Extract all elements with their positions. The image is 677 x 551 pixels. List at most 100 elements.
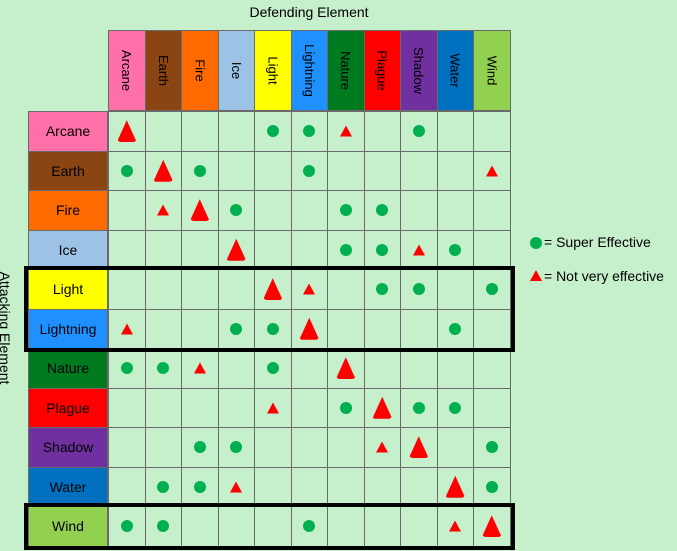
cell-plague-vs-ice xyxy=(217,387,255,428)
cell-shadow-vs-arcane xyxy=(108,427,146,468)
cell-fire-vs-shadow xyxy=(400,190,438,231)
row-header-light: Light xyxy=(28,269,108,310)
cell-arcane-vs-water xyxy=(436,111,474,152)
column-header-label: Plague xyxy=(374,50,390,91)
column-header-nature: Nature xyxy=(327,30,365,111)
not-very-effective-icon xyxy=(412,244,425,256)
column-header-fire: Fire xyxy=(181,30,219,111)
column-header-shadow: Shadow xyxy=(400,30,438,111)
not-very-effective-icon xyxy=(120,323,133,335)
cell-earth-vs-light xyxy=(254,150,292,191)
cell-fire-vs-water xyxy=(436,190,474,231)
legend-not-very-effective-label: = Not very effective xyxy=(544,268,664,284)
super-effective-icon xyxy=(266,125,279,138)
cell-earth-vs-ice xyxy=(217,150,255,191)
column-header-label: Earth xyxy=(155,54,171,87)
row-header-plague: Plague xyxy=(28,387,108,428)
column-header-label: Wind xyxy=(484,55,500,86)
cell-water-vs-nature xyxy=(327,466,365,507)
super-effective-icon xyxy=(303,164,316,177)
defending-element-title: Defending Element xyxy=(249,4,369,20)
super-effective-icon xyxy=(120,164,133,177)
wind-group-box xyxy=(24,503,515,550)
super-effective-icon xyxy=(376,243,389,256)
legend-super-effective: = Super Effective xyxy=(530,234,677,252)
cell-lightning-vs-plague xyxy=(363,308,401,349)
cell-plague-vs-arcane xyxy=(108,387,146,428)
row-header-arcane: Arcane xyxy=(28,111,108,152)
legend-super-effective-label: = Super Effective xyxy=(544,234,651,250)
cell-shadow-vs-nature xyxy=(327,427,365,468)
not-very-effective-icon xyxy=(193,362,206,374)
cell-ice-vs-lightning xyxy=(290,229,328,270)
super-effective-icon xyxy=(303,520,316,533)
super-effective-icon xyxy=(376,283,389,296)
not-very-effective-icon xyxy=(376,441,389,453)
column-header-label: Arcane xyxy=(119,49,135,92)
column-header-label: Water xyxy=(447,53,463,88)
cell-water-vs-shadow xyxy=(400,466,438,507)
cell-nature-vs-plague xyxy=(363,348,401,389)
cell-plague-vs-wind xyxy=(473,387,511,428)
super-effective-icon xyxy=(376,204,389,217)
cell-fire-vs-fire xyxy=(181,190,219,231)
super-effective-icon xyxy=(193,164,206,177)
not-very-effective-icon xyxy=(303,283,316,295)
cell-fire-vs-wind xyxy=(473,190,511,231)
cell-fire-vs-arcane xyxy=(108,190,146,231)
cell-shadow-vs-light xyxy=(254,427,292,468)
super-effective-icon xyxy=(339,204,352,217)
cell-water-vs-arcane xyxy=(108,466,146,507)
cell-arcane-vs-fire xyxy=(181,111,219,152)
cell-arcane-vs-ice xyxy=(217,111,255,152)
cell-earth-vs-water xyxy=(436,150,474,191)
cell-shadow-vs-water xyxy=(436,427,474,468)
super-effective-icon xyxy=(230,322,243,335)
super-effective-icon xyxy=(412,401,425,414)
cell-arcane-vs-wind xyxy=(473,111,511,152)
cell-arcane-vs-earth xyxy=(144,111,182,152)
column-header-label: Fire xyxy=(192,59,208,82)
super-effective-icon xyxy=(230,204,243,217)
super-effective-icon xyxy=(449,243,462,256)
cell-ice-vs-wind xyxy=(473,229,511,270)
cell-plague-vs-earth xyxy=(144,387,182,428)
cell-plague-vs-fire xyxy=(181,387,219,428)
column-header-label: Ice xyxy=(228,61,244,80)
cell-nature-vs-ice xyxy=(217,348,255,389)
cell-nature-vs-water xyxy=(436,348,474,389)
not-very-effective-icon xyxy=(157,204,170,216)
super-effective-icon xyxy=(485,441,498,454)
row-header-fire: Fire xyxy=(28,190,108,231)
super-effective-icon xyxy=(157,520,170,533)
super-effective-icon xyxy=(120,520,133,533)
cell-nature-vs-lightning xyxy=(290,348,328,389)
not-very-effective-icon xyxy=(230,481,243,493)
super-effective-icon xyxy=(339,243,352,256)
cell-shadow-vs-lightning xyxy=(290,427,328,468)
cell-nature-vs-shadow xyxy=(400,348,438,389)
cell-water-vs-plague xyxy=(363,466,401,507)
column-header-label: Lightning xyxy=(301,44,317,97)
cell-arcane-vs-plague xyxy=(363,111,401,152)
column-header-earth: Earth xyxy=(144,30,182,111)
super-effective-icon xyxy=(120,362,133,375)
row-header-lightning: Lightning xyxy=(28,308,108,349)
column-header-ice: Ice xyxy=(217,30,255,111)
cell-fire-vs-light xyxy=(254,190,292,231)
column-header-plague: Plague xyxy=(363,30,401,111)
not-very-effective-icon xyxy=(485,165,498,177)
row-header-shadow: Shadow xyxy=(28,427,108,468)
column-header-lightning: Lightning xyxy=(290,30,328,111)
row-header-ice: Ice xyxy=(28,229,108,270)
column-header-label: Shadow xyxy=(411,47,427,94)
column-header-label: Nature xyxy=(338,50,354,91)
cell-ice-vs-earth xyxy=(144,229,182,270)
cell-shadow-vs-earth xyxy=(144,427,182,468)
cell-lightning-vs-nature xyxy=(327,308,365,349)
cell-plague-vs-lightning xyxy=(290,387,328,428)
cell-water-vs-light xyxy=(254,466,292,507)
super-effective-icon xyxy=(412,125,425,138)
